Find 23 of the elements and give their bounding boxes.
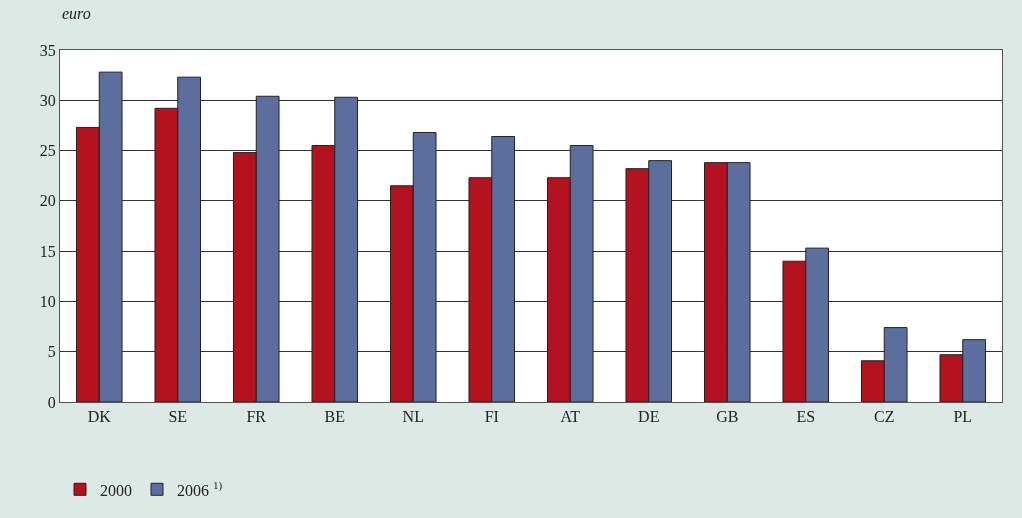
x-tick-label: BE <box>324 408 345 426</box>
x-tick-label: FI <box>484 408 499 426</box>
y-tick-label: 15 <box>39 242 56 260</box>
x-tick-label: NL <box>402 408 424 426</box>
y-tick-label: 20 <box>39 192 56 210</box>
y-tick-label: 5 <box>47 343 56 361</box>
x-tick-label: DE <box>638 408 660 426</box>
y-tick-label: 35 <box>39 41 56 59</box>
x-tick-label: ES <box>796 408 816 426</box>
y-tick-label: 0 <box>47 393 56 411</box>
legend-label: 2000 <box>100 481 132 499</box>
x-tick-label: PL <box>953 408 973 426</box>
y-tick-label: 10 <box>39 293 56 311</box>
x-tick-label: FR <box>246 408 267 426</box>
legend-label: 2006 $^{1)}$ <box>177 478 223 499</box>
x-tick-label: GB <box>716 408 739 426</box>
x-tick-label: SE <box>168 408 188 426</box>
x-tick-label: DK <box>87 408 112 426</box>
y-tick-label: 30 <box>39 91 56 109</box>
y-axis-title: euro <box>62 5 91 22</box>
x-tick-label: CZ <box>874 408 895 426</box>
x-tick-label: AT <box>560 408 581 426</box>
y-tick-label: 25 <box>39 142 56 160</box>
